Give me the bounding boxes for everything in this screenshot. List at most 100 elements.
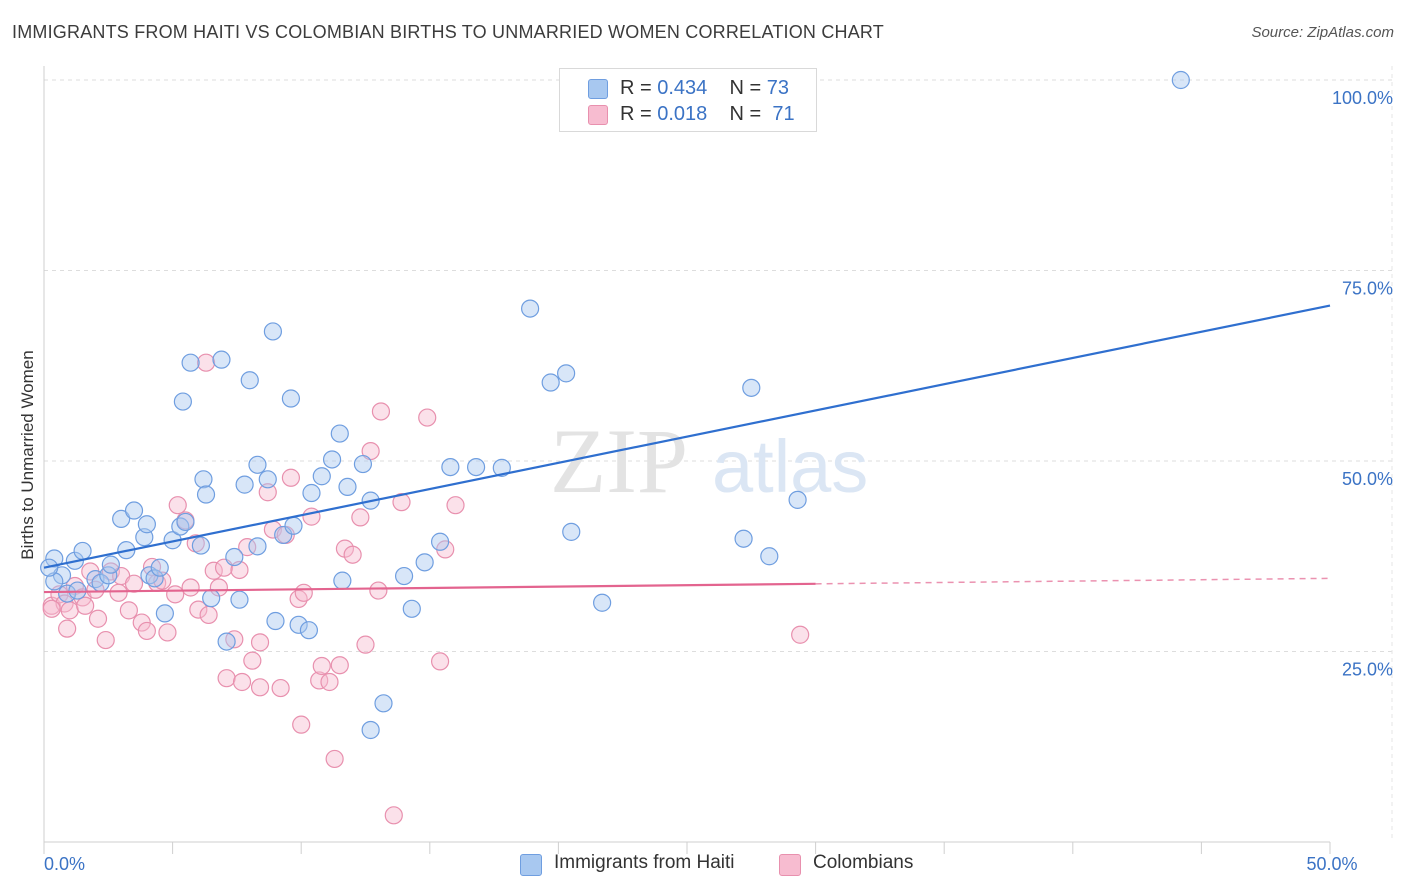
haiti-point [415, 553, 434, 572]
colombians-point [109, 583, 128, 602]
haiti-point [194, 470, 213, 489]
haiti-point [402, 599, 421, 618]
colombians-point [232, 672, 252, 692]
haiti-point [322, 450, 342, 469]
colombians-point [446, 496, 465, 515]
haiti-point [225, 547, 244, 567]
legend-text-colombians: R = 0.018 N = 71 [620, 103, 795, 126]
colombians-point [330, 656, 349, 675]
colombians-point [791, 625, 810, 644]
colombians-point [356, 635, 375, 654]
haiti-point [284, 516, 303, 535]
haiti-point [73, 541, 92, 561]
haiti-point [140, 566, 159, 585]
y-tick-label: 100.0% [1332, 88, 1393, 108]
haiti-point [760, 547, 779, 566]
haiti-point [68, 581, 87, 600]
axes [43, 66, 1331, 854]
series-haiti-points [40, 70, 1190, 740]
colombians-point [96, 630, 115, 650]
y-tick-label: 25.0% [1342, 660, 1393, 680]
colombians-point [325, 749, 344, 769]
haiti-point [45, 549, 64, 568]
colombians-point [250, 633, 270, 652]
colombians-point [181, 578, 200, 597]
haiti-point [101, 555, 120, 574]
haiti-point [374, 694, 393, 713]
legend-n-label: N = [729, 77, 767, 99]
haiti-point [742, 378, 761, 397]
colombians-point [168, 496, 187, 515]
legend-swatch-haiti [588, 79, 608, 99]
haiti-point [274, 525, 293, 545]
haiti-point [521, 299, 540, 318]
haiti-point [248, 537, 267, 556]
haiti-point [361, 720, 380, 740]
haiti-point [176, 512, 195, 532]
haiti-point [45, 572, 64, 591]
x-tick-label: 50.0% [1306, 854, 1357, 874]
haiti-point [430, 532, 450, 551]
haiti-point [333, 571, 352, 590]
haiti-point [492, 458, 511, 477]
haiti-point [441, 457, 460, 477]
haiti-point [353, 454, 373, 474]
haiti-point [394, 566, 414, 586]
y-tick-label: 75.0% [1342, 279, 1393, 299]
tick-labels: 25.0% 50.0% 75.0% 100.0% 0.0% 50.0% [44, 88, 1393, 874]
haiti-point [302, 483, 321, 503]
legend-n-value: 71 [772, 103, 795, 125]
haiti-trend-line [43, 304, 1331, 569]
y-axis-label: Births to Unmarried Women [18, 350, 37, 560]
haiti-point [155, 604, 174, 623]
haiti-point [266, 611, 285, 631]
haiti-point [181, 353, 200, 372]
colombians-point [430, 652, 450, 671]
colombians-point [351, 508, 370, 527]
y-tick-label: 50.0% [1342, 469, 1393, 489]
colombians-point [343, 545, 362, 564]
haiti-point [217, 632, 236, 651]
legend-swatch-colombians [588, 105, 608, 125]
haiti-point [58, 584, 77, 603]
haiti-point [258, 470, 277, 489]
colombians-point [312, 656, 331, 676]
colombians-point [371, 402, 391, 421]
colombians-trend-line [43, 582, 816, 594]
colombians-point [320, 672, 339, 692]
colombians-point [292, 715, 311, 734]
haiti-point [137, 515, 156, 534]
chart-title: IMMIGRANTS FROM HAITI VS COLOMBIAN BIRTH… [12, 22, 884, 42]
haiti-point [124, 501, 144, 520]
colombians-point [217, 669, 236, 688]
colombians-point [124, 574, 144, 593]
colombians-point [60, 601, 79, 620]
haiti-point [289, 615, 308, 634]
colombians-point [243, 651, 262, 670]
colombians-point [418, 408, 437, 427]
haiti-point [734, 529, 753, 548]
colombians-point [158, 623, 177, 642]
colombians-point [189, 600, 208, 619]
haiti-point [145, 569, 164, 588]
colombians-point [137, 621, 156, 641]
haiti-point [338, 477, 357, 497]
legend-n-label: N = [729, 103, 767, 125]
colombians-point [271, 678, 290, 698]
colombians-point [302, 507, 321, 526]
colombians-point [281, 468, 301, 487]
haiti-point [230, 590, 249, 609]
legend-text-haiti: R = 0.434 N = 73 [620, 77, 789, 100]
haiti-point [330, 424, 349, 443]
colombians-point [88, 609, 108, 628]
haiti-point [541, 373, 560, 392]
haiti-point [299, 621, 319, 640]
grid-lines [44, 66, 1393, 842]
bottom-legend-swatch-haiti [520, 854, 542, 876]
haiti-point [466, 457, 486, 477]
colombians-point [369, 581, 388, 600]
colombians-point [119, 601, 138, 620]
x-tick-label: 0.0% [44, 854, 85, 874]
haiti-point [202, 589, 221, 608]
